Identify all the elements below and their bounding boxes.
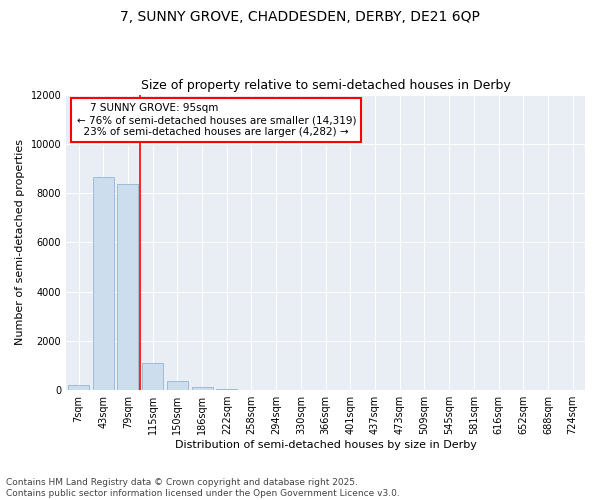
Text: 7, SUNNY GROVE, CHADDESDEN, DERBY, DE21 6QP: 7, SUNNY GROVE, CHADDESDEN, DERBY, DE21 … [120, 10, 480, 24]
Bar [118, 184, 139, 390]
Bar [142, 363, 163, 390]
Bar [216, 389, 237, 390]
X-axis label: Distribution of semi-detached houses by size in Derby: Distribution of semi-detached houses by … [175, 440, 476, 450]
Y-axis label: Number of semi-detached properties: Number of semi-detached properties [15, 140, 25, 346]
Text: Contains HM Land Registry data © Crown copyright and database right 2025.
Contai: Contains HM Land Registry data © Crown c… [6, 478, 400, 498]
Bar [191, 388, 212, 390]
Bar [93, 177, 114, 390]
Bar [167, 382, 188, 390]
Title: Size of property relative to semi-detached houses in Derby: Size of property relative to semi-detach… [141, 79, 511, 92]
Bar [68, 385, 89, 390]
Text: 7 SUNNY GROVE: 95sqm
← 76% of semi-detached houses are smaller (14,319)
  23% of: 7 SUNNY GROVE: 95sqm ← 76% of semi-detac… [77, 104, 356, 136]
